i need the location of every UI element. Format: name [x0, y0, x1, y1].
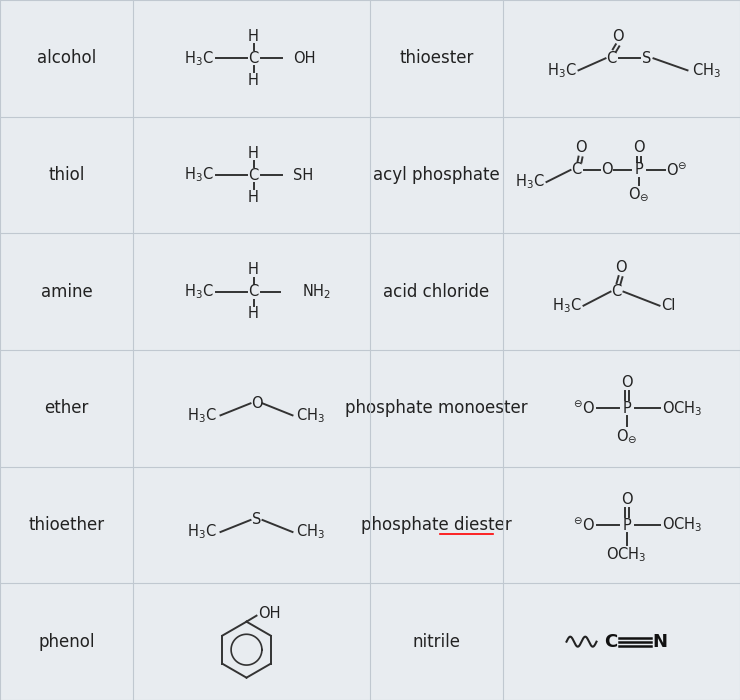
Text: O$_{\ominus}$: O$_{\ominus}$ [628, 185, 649, 203]
Text: thiol: thiol [48, 166, 84, 184]
Text: thioether: thioether [28, 516, 104, 534]
Text: $^{\ominus}$O: $^{\ominus}$O [573, 517, 594, 533]
Text: O: O [621, 491, 632, 507]
Text: CH$_3$: CH$_3$ [297, 523, 326, 541]
Text: H$_3$C: H$_3$C [184, 49, 214, 68]
Text: Cl: Cl [662, 298, 676, 313]
Text: O: O [612, 29, 623, 44]
Text: C: C [611, 284, 622, 299]
Text: S: S [252, 512, 261, 528]
Text: ether: ether [44, 399, 89, 417]
Text: O: O [575, 141, 586, 155]
Text: P: P [634, 162, 643, 178]
Text: acid chloride: acid chloride [383, 283, 490, 301]
Text: H: H [248, 262, 259, 277]
Text: H: H [248, 146, 259, 160]
Text: OCH$_3$: OCH$_3$ [606, 546, 647, 564]
Text: SH: SH [294, 167, 314, 183]
Text: OH: OH [294, 51, 316, 66]
Text: C: C [249, 51, 258, 66]
Text: OCH$_3$: OCH$_3$ [662, 516, 702, 534]
Text: phosphate monoester: phosphate monoester [345, 399, 528, 417]
Text: C: C [249, 284, 258, 299]
Text: H: H [248, 29, 259, 44]
Text: O: O [251, 395, 262, 411]
Text: OCH$_3$: OCH$_3$ [662, 399, 702, 418]
Text: amine: amine [41, 283, 92, 301]
Text: CH$_3$: CH$_3$ [297, 406, 326, 425]
Text: thioester: thioester [400, 49, 474, 67]
Text: O: O [621, 374, 632, 390]
Text: H: H [248, 306, 259, 321]
Text: H$_3$C: H$_3$C [547, 61, 576, 80]
Text: H: H [248, 73, 259, 88]
Text: OH: OH [258, 606, 281, 621]
Text: H: H [248, 190, 259, 204]
Text: H$_3$C: H$_3$C [552, 296, 582, 315]
Text: O$_{\ominus}$: O$_{\ominus}$ [616, 427, 637, 445]
Text: H$_3$C: H$_3$C [187, 406, 217, 425]
Text: C: C [606, 51, 616, 66]
Text: H$_3$C: H$_3$C [515, 173, 545, 191]
Text: acyl phosphate: acyl phosphate [373, 166, 500, 184]
Text: $^{\ominus}$O: $^{\ominus}$O [573, 400, 594, 417]
Text: O$^{\ominus}$: O$^{\ominus}$ [667, 162, 687, 178]
Text: phosphate diester: phosphate diester [361, 516, 512, 534]
Text: O: O [601, 162, 612, 178]
Text: NH$_2$: NH$_2$ [301, 282, 331, 301]
Text: H$_3$C: H$_3$C [184, 166, 214, 184]
Text: C: C [249, 167, 258, 183]
Text: H$_3$C: H$_3$C [187, 523, 217, 541]
Text: CH$_3$: CH$_3$ [691, 61, 721, 80]
Text: phenol: phenol [38, 633, 95, 651]
Text: O: O [615, 260, 626, 275]
Text: C: C [605, 633, 618, 651]
Text: P: P [622, 401, 631, 416]
Text: O: O [633, 141, 645, 155]
Text: P: P [622, 517, 631, 533]
Text: C: C [571, 162, 582, 178]
Text: nitrile: nitrile [412, 633, 460, 651]
Text: S: S [642, 51, 651, 66]
Text: alcohol: alcohol [37, 49, 96, 67]
Text: H$_3$C: H$_3$C [184, 282, 214, 301]
Text: N: N [653, 633, 667, 651]
